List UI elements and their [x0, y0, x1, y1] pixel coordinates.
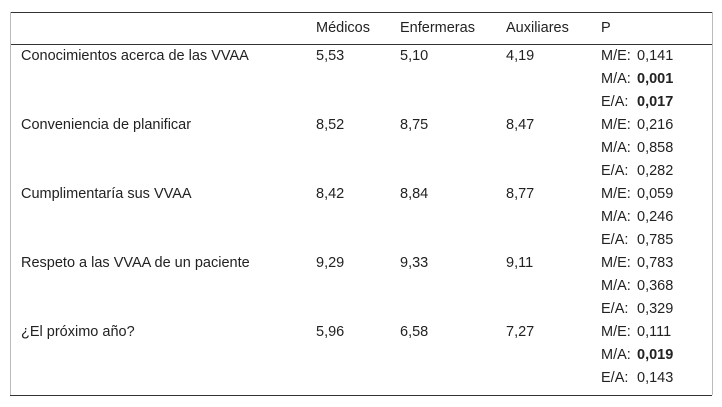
- cell-value: 5,10: [400, 48, 429, 64]
- column-header: Médicos: [316, 20, 370, 36]
- p-label: E/A:: [601, 370, 629, 386]
- p-label: M/A:: [601, 71, 631, 87]
- p-label: M/E:: [601, 48, 631, 64]
- cell-value: 6,58: [400, 324, 429, 340]
- p-label: M/E:: [601, 186, 631, 202]
- header-rule: [10, 44, 712, 45]
- p-value: 0,329: [637, 301, 674, 317]
- column-header: Auxiliares: [506, 20, 569, 36]
- border-top: [10, 12, 712, 13]
- row-label: Cumplimentaría sus VVAA: [21, 186, 192, 202]
- row-label: Conocimientos acerca de las VVAA: [21, 48, 249, 64]
- p-value: 0,368: [637, 278, 674, 294]
- p-value: 0,246: [637, 209, 674, 225]
- cell-value: 5,96: [316, 324, 345, 340]
- border-left: [10, 12, 11, 395]
- cell-value: 8,52: [316, 117, 345, 133]
- cell-value: 8,84: [400, 186, 429, 202]
- border-bottom: [10, 395, 712, 396]
- p-value: 0,111: [637, 324, 672, 340]
- p-label: M/A:: [601, 209, 631, 225]
- p-label: E/A:: [601, 232, 629, 248]
- p-label: M/E:: [601, 255, 631, 271]
- p-value: 0,059: [637, 186, 674, 202]
- cell-value: 9,11: [506, 255, 534, 271]
- cell-value: 7,27: [506, 324, 535, 340]
- row-label: ¿El próximo año?: [21, 324, 135, 340]
- border-right: [712, 12, 713, 395]
- p-value: 0,858: [637, 140, 674, 156]
- p-value: 0,019: [637, 347, 674, 363]
- column-header: P: [601, 20, 611, 36]
- p-value: 0,001: [637, 71, 674, 87]
- cell-value: 5,53: [316, 48, 345, 64]
- p-value: 0,143: [637, 370, 674, 386]
- cell-value: 4,19: [506, 48, 535, 64]
- cell-value: 8,75: [400, 117, 429, 133]
- cell-value: 9,33: [400, 255, 429, 271]
- p-value: 0,141: [637, 48, 674, 64]
- p-value: 0,282: [637, 163, 674, 179]
- cell-value: 8,42: [316, 186, 345, 202]
- p-label: E/A:: [601, 301, 629, 317]
- cell-value: 8,77: [506, 186, 535, 202]
- p-label: M/A:: [601, 347, 631, 363]
- p-label: E/A:: [601, 94, 629, 110]
- p-value: 0,216: [637, 117, 674, 133]
- column-header: Enfermeras: [400, 20, 475, 36]
- cell-value: 8,47: [506, 117, 535, 133]
- row-label: Conveniencia de planificar: [21, 117, 192, 133]
- cell-value: 9,29: [316, 255, 345, 271]
- p-label: M/A:: [601, 278, 631, 294]
- p-label: M/A:: [601, 140, 631, 156]
- p-label: M/E:: [601, 117, 631, 133]
- p-label: E/A:: [601, 163, 629, 179]
- p-value: 0,785: [637, 232, 674, 248]
- p-label: M/E:: [601, 324, 631, 340]
- row-label: Respeto a las VVAA de un paciente: [21, 255, 250, 271]
- p-value: 0,783: [637, 255, 674, 271]
- p-value: 0,017: [637, 94, 674, 110]
